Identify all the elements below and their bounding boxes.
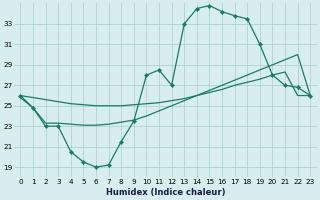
X-axis label: Humidex (Indice chaleur): Humidex (Indice chaleur) bbox=[106, 188, 225, 197]
